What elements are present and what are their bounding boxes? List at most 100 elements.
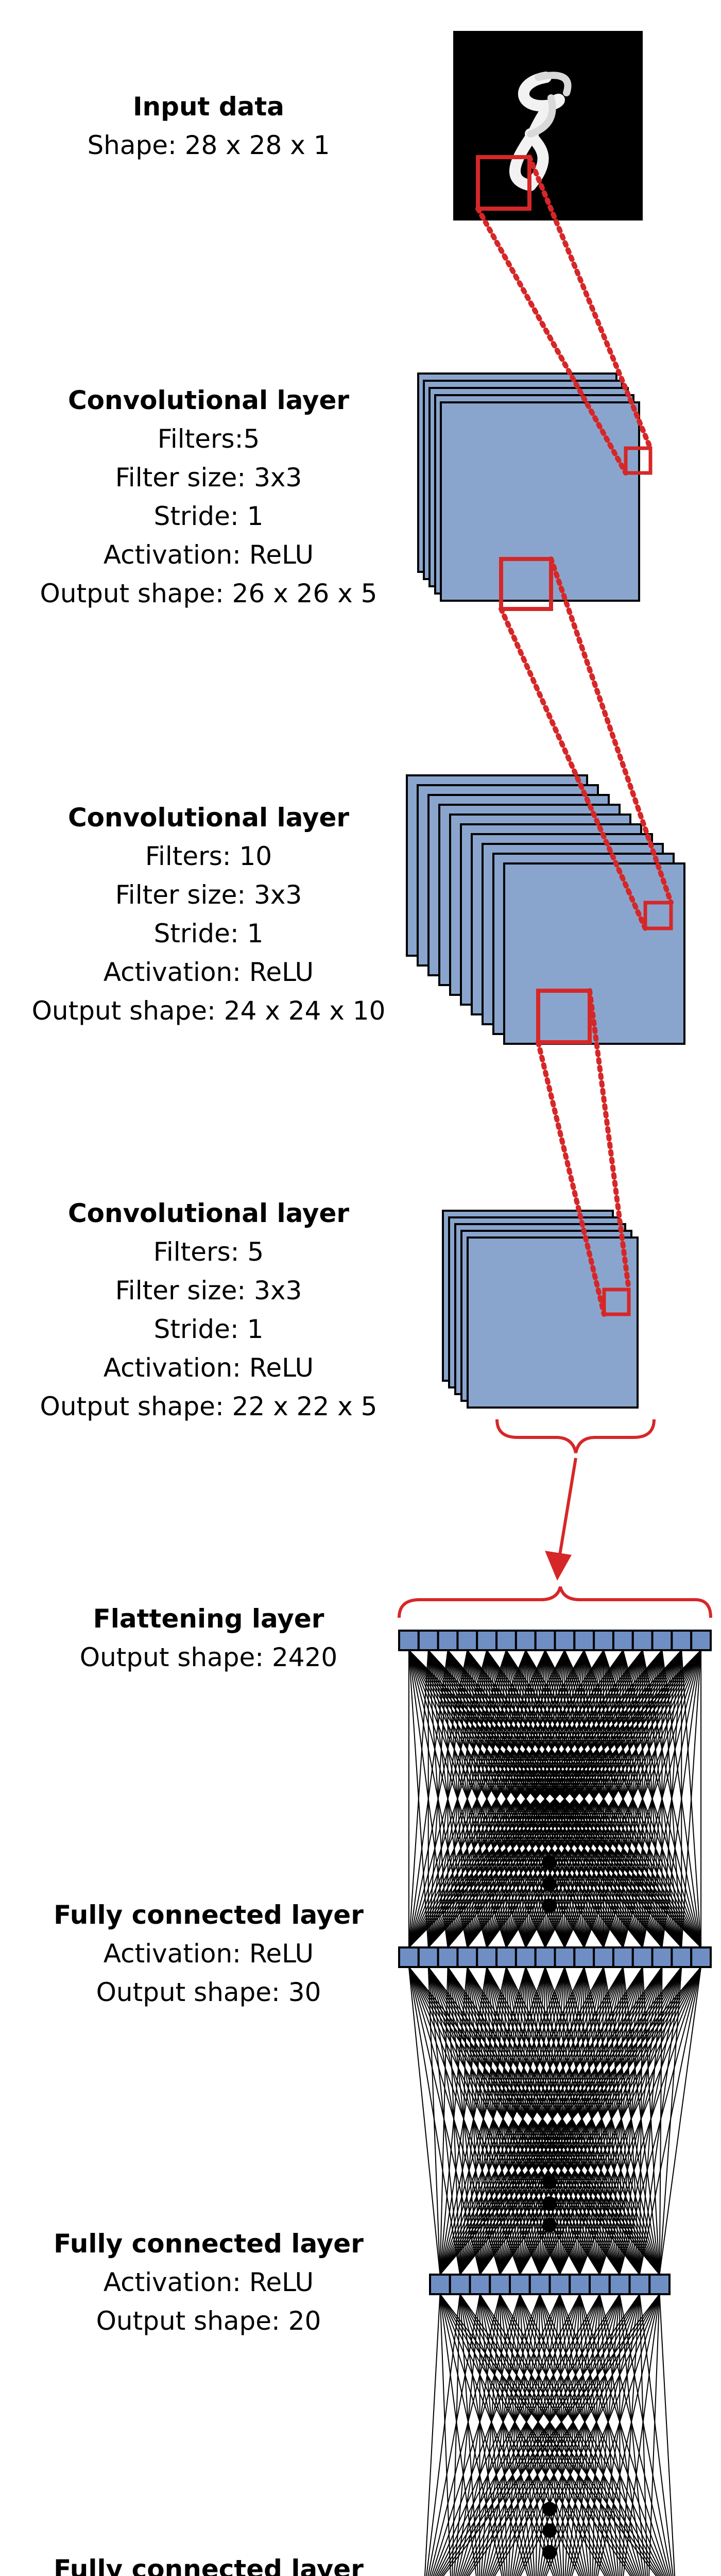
fc1-fc2-edge [499, 1967, 701, 2275]
fc1-fc2-edge [408, 1967, 441, 2275]
ellipsis-dot-2-3 [542, 2218, 557, 2232]
fc2-output-edge [486, 2294, 560, 2576]
conv1-activation: Activation: ReLU [103, 540, 314, 570]
flatten-fc1-edge [603, 1650, 702, 1948]
flatten-node-15 [671, 1630, 693, 1651]
fc2-activation: Activation: ReLU [103, 2267, 314, 2297]
fc2-node-4 [489, 2274, 511, 2295]
conv1-stride: Stride: 1 [153, 501, 264, 531]
fc2-output-edge [461, 2294, 580, 2576]
dotted-link-2 [527, 155, 653, 451]
fc2-output-edge [434, 2294, 560, 2576]
conv3-activation: Activation: ReLU [103, 1353, 314, 1383]
fc2-node-10 [608, 2274, 631, 2295]
dotted-link-3 [499, 606, 648, 931]
fc1-title: Fully connected layer [54, 1900, 364, 1930]
fc1-fc2-edge [459, 1967, 701, 2275]
fc1-fc2-edge [439, 1967, 624, 2275]
conv2-filters: Filters: 10 [145, 841, 272, 871]
fc1-fc2-edge [439, 1967, 449, 2275]
fc2-output-edge [441, 2294, 640, 2576]
fc1-node-14 [651, 1946, 673, 1968]
fc1-node-9 [554, 1946, 576, 1968]
input-kernel-window [476, 155, 531, 211]
fc2-output-edge [559, 2294, 564, 2576]
fc1-fc2-edge [639, 1967, 702, 2275]
fc2-output-edge [571, 2294, 660, 2576]
fc2-output-edge [468, 2294, 660, 2576]
conv1-filter-size: Filter size: 3x3 [115, 463, 302, 493]
flatten-fc1-edge [408, 1650, 526, 1948]
flatten-fc1-edge [408, 1650, 585, 1948]
fc2-output-edge [460, 2294, 560, 2576]
flatten-node-6 [495, 1630, 517, 1651]
conv1-output-window [624, 446, 653, 475]
fc2-output-edge [520, 2294, 660, 2576]
fc1-fc2-edge [439, 1967, 604, 2275]
conv2-stride: Stride: 1 [153, 919, 264, 948]
flatten-fc1-edge [408, 1650, 604, 1948]
conv1-map-5 [440, 401, 640, 602]
fc1-fc2-edge [439, 1967, 507, 2275]
dense-connections [408, 1650, 702, 2576]
flatten-fc1-edge [544, 1650, 701, 1948]
flatten-node-2 [417, 1630, 439, 1651]
conv2-kernel-window [536, 989, 592, 1044]
flatten-node-10 [573, 1630, 595, 1651]
flatten-node-7 [514, 1630, 537, 1651]
input-shape: Shape: 28 x 28 x 1 [87, 130, 330, 160]
dotted-link-6 [587, 988, 631, 1292]
fc2-output-edge [539, 2294, 588, 2576]
conv3-output-shape: Output shape: 22 x 22 x 5 [40, 1392, 377, 1421]
fc2-output-edge [579, 2294, 592, 2576]
fc2-output-edge [539, 2294, 562, 2576]
fc2-output-edge [426, 2294, 461, 2576]
fc2-output-edge [595, 2294, 640, 2576]
flatten-output-shape: Output shape: 2420 [79, 1642, 338, 1672]
fc2-output-edge [437, 2294, 600, 2576]
fc2-output-edge [592, 2294, 600, 2576]
fc2-output-edge [537, 2294, 560, 2576]
conv3-feature-maps [442, 1210, 639, 1409]
input-title: Input data [132, 92, 285, 122]
fc1-fc2-edge [619, 1967, 702, 2275]
fc2-node-11 [628, 2274, 651, 2295]
fc1-node-3 [437, 1946, 459, 1968]
flatten-arrow-shaft [557, 1458, 577, 1562]
fc1-activation: Activation: ReLU [103, 1939, 314, 1969]
flatten-fc1-edge [564, 1650, 702, 1948]
fc2-output-edge [648, 2294, 660, 2576]
flatten-node-4 [456, 1630, 478, 1651]
fc1-node-12 [612, 1946, 634, 1968]
fc2-output-edge [439, 2294, 477, 2576]
fc2-output-shape: Output shape: 20 [96, 2306, 321, 2336]
flatten-fc1-edge [408, 1650, 507, 1948]
flatten-fc1-edge [447, 1650, 701, 1948]
flatten-title: Flattening layer [93, 1604, 324, 1634]
fc2-output-edge [439, 2294, 620, 2576]
conv1-title: Convolutional layer [67, 385, 350, 415]
fc2-node-9 [589, 2274, 611, 2295]
dotted-link-1 [475, 206, 628, 476]
flatten-fc1-edge [408, 1650, 663, 1948]
fc2-node-12 [648, 2274, 671, 2295]
fc2-node-2 [449, 2274, 471, 2295]
fc1-node-11 [593, 1946, 614, 1968]
dotted-link-4 [548, 556, 674, 905]
conv3-brace [495, 1419, 656, 1453]
fc2-output-edge [429, 2294, 501, 2576]
fc2-output-edge [433, 2294, 541, 2576]
conv3-label: Convolutional layer Filters: 5 Filter si… [13, 1194, 404, 1426]
ellipsis-dot-2-1 [542, 2175, 557, 2189]
flatten-fc1-edge [408, 1650, 565, 1948]
fc2-output-edge [659, 2294, 676, 2576]
fc1-fc2-edge [439, 1967, 585, 2275]
fc1-fc2-edge [439, 1967, 643, 2275]
fc1-fc2-edge [599, 1967, 702, 2275]
flatten-fc1-edge [408, 1650, 701, 1948]
fc2-output-edge [568, 2294, 621, 2576]
flatten-fc1-edge [486, 1650, 701, 1948]
flatten-fc1-edge [642, 1650, 702, 1948]
fc1-node-13 [631, 1946, 654, 1968]
fc2-output-edge [442, 2294, 660, 2576]
